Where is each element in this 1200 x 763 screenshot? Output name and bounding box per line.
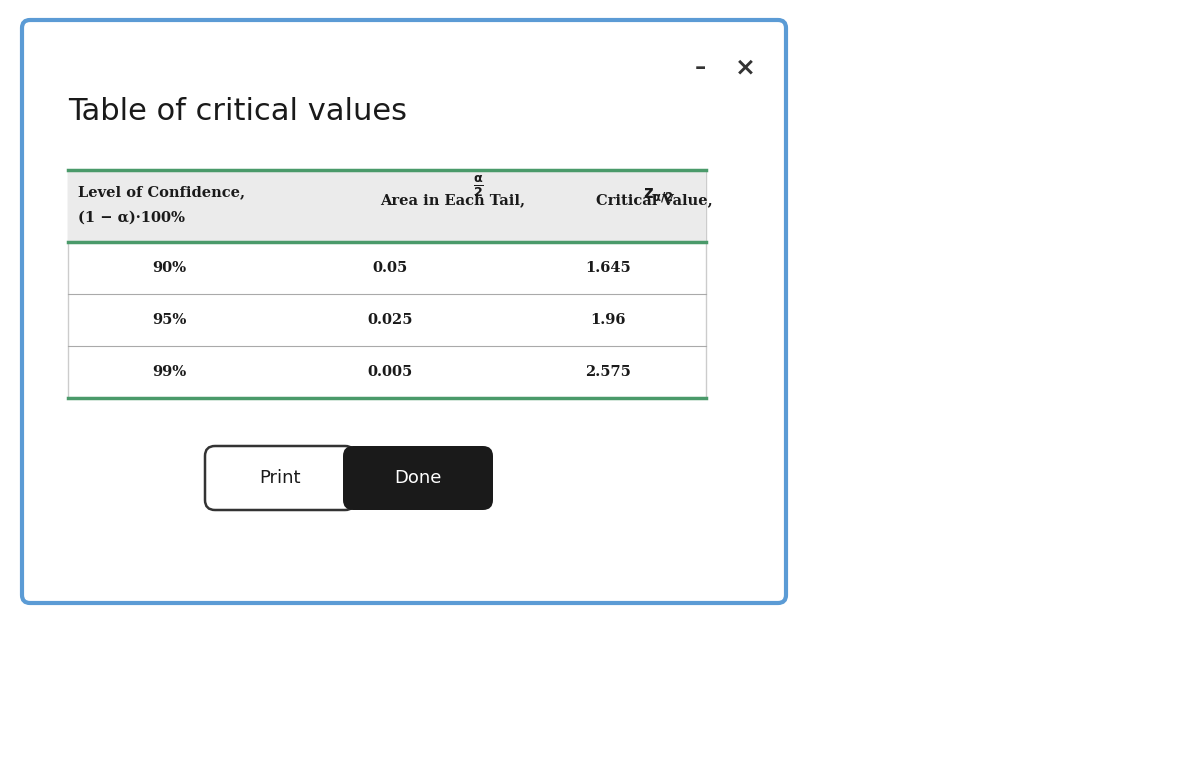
FancyBboxPatch shape — [22, 20, 786, 603]
Text: 95%: 95% — [152, 313, 186, 327]
Text: 1.96: 1.96 — [590, 313, 625, 327]
Text: 0.025: 0.025 — [367, 313, 413, 327]
Text: (1 − α)·100%: (1 − α)·100% — [78, 211, 185, 225]
Text: Critical Value,: Critical Value, — [596, 193, 713, 207]
Text: $\mathbf{\frac{\alpha}{2}}$: $\mathbf{\frac{\alpha}{2}}$ — [473, 173, 484, 199]
Text: 90%: 90% — [152, 261, 186, 275]
Text: Done: Done — [395, 469, 442, 487]
Bar — [68, 170, 706, 398]
Text: Area in Each Tail,: Area in Each Tail, — [380, 193, 526, 207]
Text: 99%: 99% — [152, 365, 186, 379]
Text: 0.05: 0.05 — [372, 261, 408, 275]
Text: ×: × — [734, 56, 756, 80]
Text: $\mathbf{z_{\alpha/2}}$: $\mathbf{z_{\alpha/2}}$ — [643, 187, 673, 205]
Text: Print: Print — [259, 469, 301, 487]
Text: 2.575: 2.575 — [586, 365, 631, 379]
FancyBboxPatch shape — [205, 446, 355, 510]
Text: Level of Confidence,: Level of Confidence, — [78, 185, 245, 199]
Text: Table of critical values: Table of critical values — [68, 98, 407, 127]
FancyBboxPatch shape — [343, 446, 493, 510]
Text: 1.645: 1.645 — [586, 261, 631, 275]
Text: –: – — [695, 58, 706, 78]
Bar — [68, 170, 706, 242]
Text: 0.005: 0.005 — [367, 365, 413, 379]
